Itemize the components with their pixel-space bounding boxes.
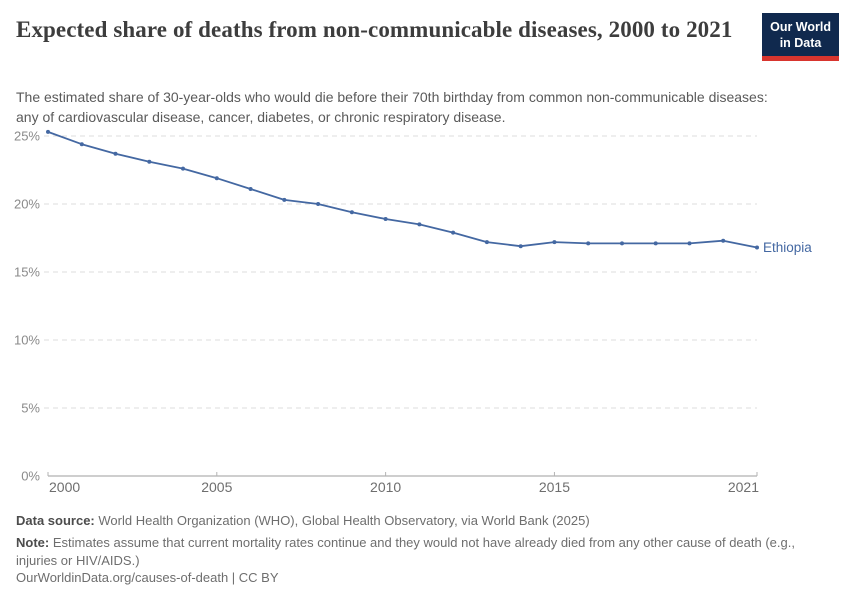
owid-logo-line2: in Data <box>779 36 822 50</box>
y-tick-label: 5% <box>21 401 40 416</box>
data-point[interactable] <box>451 230 456 235</box>
data-point[interactable] <box>721 238 726 243</box>
data-point[interactable] <box>417 222 422 227</box>
x-tick-label: 2000 <box>49 479 80 495</box>
line-series-ethiopia[interactable] <box>47 130 758 249</box>
data-point[interactable] <box>46 129 50 134</box>
line-chart[interactable]: 0% 5% 10% 15% 20% 25% 2000 2005 2010 2015 2021 Ethi… <box>0 0 850 505</box>
subtitle-line-1: The estimated share of 30-year-olds who … <box>16 89 768 105</box>
subtitle-line-2: any of cardiovascular disease, cancer, d… <box>16 109 506 125</box>
note-text-line-1: Estimates assume that current mortality … <box>52 535 795 550</box>
data-source-line: Data source: World Health Organization (… <box>16 512 848 530</box>
data-point[interactable] <box>113 151 118 156</box>
data-point[interactable] <box>484 240 489 245</box>
owid-logo-line1: Our World <box>770 20 831 34</box>
data-point[interactable] <box>653 241 658 246</box>
data-point[interactable] <box>79 142 84 147</box>
citation-line: OurWorldinData.org/causes-of-death | CC … <box>16 570 279 585</box>
data-point[interactable] <box>518 244 523 249</box>
page-title: Expected share of deaths from non-commun… <box>16 17 733 42</box>
series-end-label-ethiopia[interactable]: Ethiopia <box>763 240 812 255</box>
data-source-label: Data source: <box>16 513 95 528</box>
chart-subtitle: The estimated share of 30-year-olds who … <box>16 87 848 127</box>
y-tick-label: 15% <box>14 265 40 280</box>
x-tick-label: 2021 <box>728 479 759 495</box>
y-tick-label: 25% <box>14 129 40 144</box>
data-point[interactable] <box>586 241 591 246</box>
x-tick-label: 2005 <box>201 479 232 495</box>
y-tick-label: 0% <box>21 469 40 484</box>
data-point[interactable] <box>349 210 354 215</box>
data-point[interactable] <box>147 159 152 164</box>
note-line: Note: Estimates assume that current mort… <box>16 534 848 570</box>
data-point[interactable] <box>755 245 759 250</box>
note-label: Note: <box>16 535 50 550</box>
x-tick-label: 2010 <box>370 479 401 495</box>
note-text-line-2: injuries or HIV/AIDS.) <box>16 553 140 568</box>
data-point[interactable] <box>316 202 321 206</box>
data-point[interactable] <box>282 197 287 202</box>
data-point[interactable] <box>248 187 253 191</box>
y-tick-label: 20% <box>14 197 40 212</box>
data-point[interactable] <box>181 166 185 171</box>
data-point[interactable] <box>214 176 219 181</box>
data-source-text: World Health Organization (WHO), Global … <box>98 513 590 528</box>
y-tick-label: 10% <box>14 333 40 348</box>
x-tick-label: 2015 <box>539 479 570 495</box>
data-point[interactable] <box>687 241 692 246</box>
owid-logo: Our World in Data <box>762 13 839 61</box>
data-point[interactable] <box>552 240 557 245</box>
data-point[interactable] <box>620 241 624 246</box>
data-point[interactable] <box>383 217 388 221</box>
